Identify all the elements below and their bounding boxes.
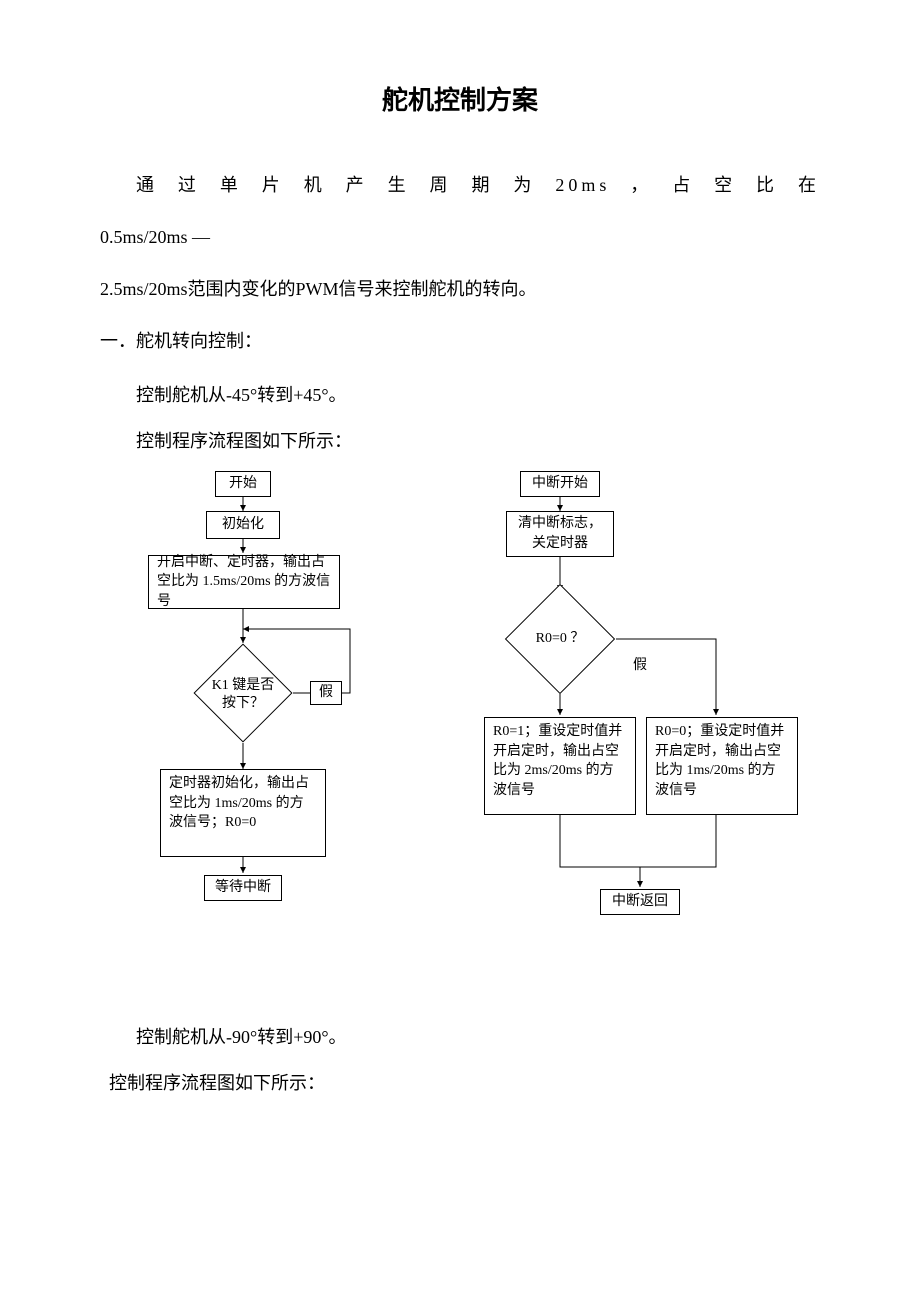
page-title: 舵机控制方案: [100, 80, 820, 117]
flow-left-start: 开始: [215, 471, 271, 497]
section-1-text-c: 控制舵机从-90°转到+90°。: [136, 1019, 820, 1055]
section-1-text-b: 控制程序流程图如下所示：: [136, 423, 820, 459]
flow-right-start: 中断开始: [520, 471, 600, 497]
flow-left-wait: 等待中断: [204, 875, 282, 901]
flow-left-init: 初始化: [206, 511, 280, 539]
flow-left-timer-init: 定时器初始化，输出占空比为 1ms/20ms 的方波信号；R0=0: [160, 769, 326, 857]
section-1-text-d: 控制程序流程图如下所示：: [109, 1065, 820, 1101]
intro-line-2: 2.5ms/20ms范围内变化的PWM信号来控制舵机的转向。: [100, 271, 820, 307]
flow-right-false-branch: R0=0；重设定时值并开启定时，输出占空比为 1ms/20ms 的方波信号: [646, 717, 798, 815]
flow-left-k1-label: K1 键是否按下？: [206, 677, 280, 713]
flow-right-false-label: 假: [625, 655, 655, 677]
flow-right-r0-label: R0=0 ？: [526, 630, 594, 648]
flow-left-false-label: 假: [310, 681, 342, 705]
flow-right-clear: 清中断标志，关定时器: [506, 511, 614, 557]
flow-left-open-timer: 开启中断、定时器，输出占空比为 1.5ms/20ms 的方波信号: [148, 555, 340, 609]
flow-right-return: 中断返回: [600, 889, 680, 915]
section-1-text-a: 控制舵机从-45°转到+45°。: [136, 377, 820, 413]
intro-line-1a: 通过单片机产生周期为20ms，占空比在: [100, 167, 820, 203]
flow-right-true-branch: R0=1；重设定时值并开启定时，输出占空比为 2ms/20ms 的方波信号: [484, 717, 636, 815]
intro-line-1b: 0.5ms/20ms —: [100, 219, 820, 255]
section-1-heading: 一．舵机转向控制：: [100, 323, 820, 359]
flowchart-container: 开始 初始化 开启中断、定时器，输出占空比为 1.5ms/20ms 的方波信号 …: [100, 469, 820, 949]
